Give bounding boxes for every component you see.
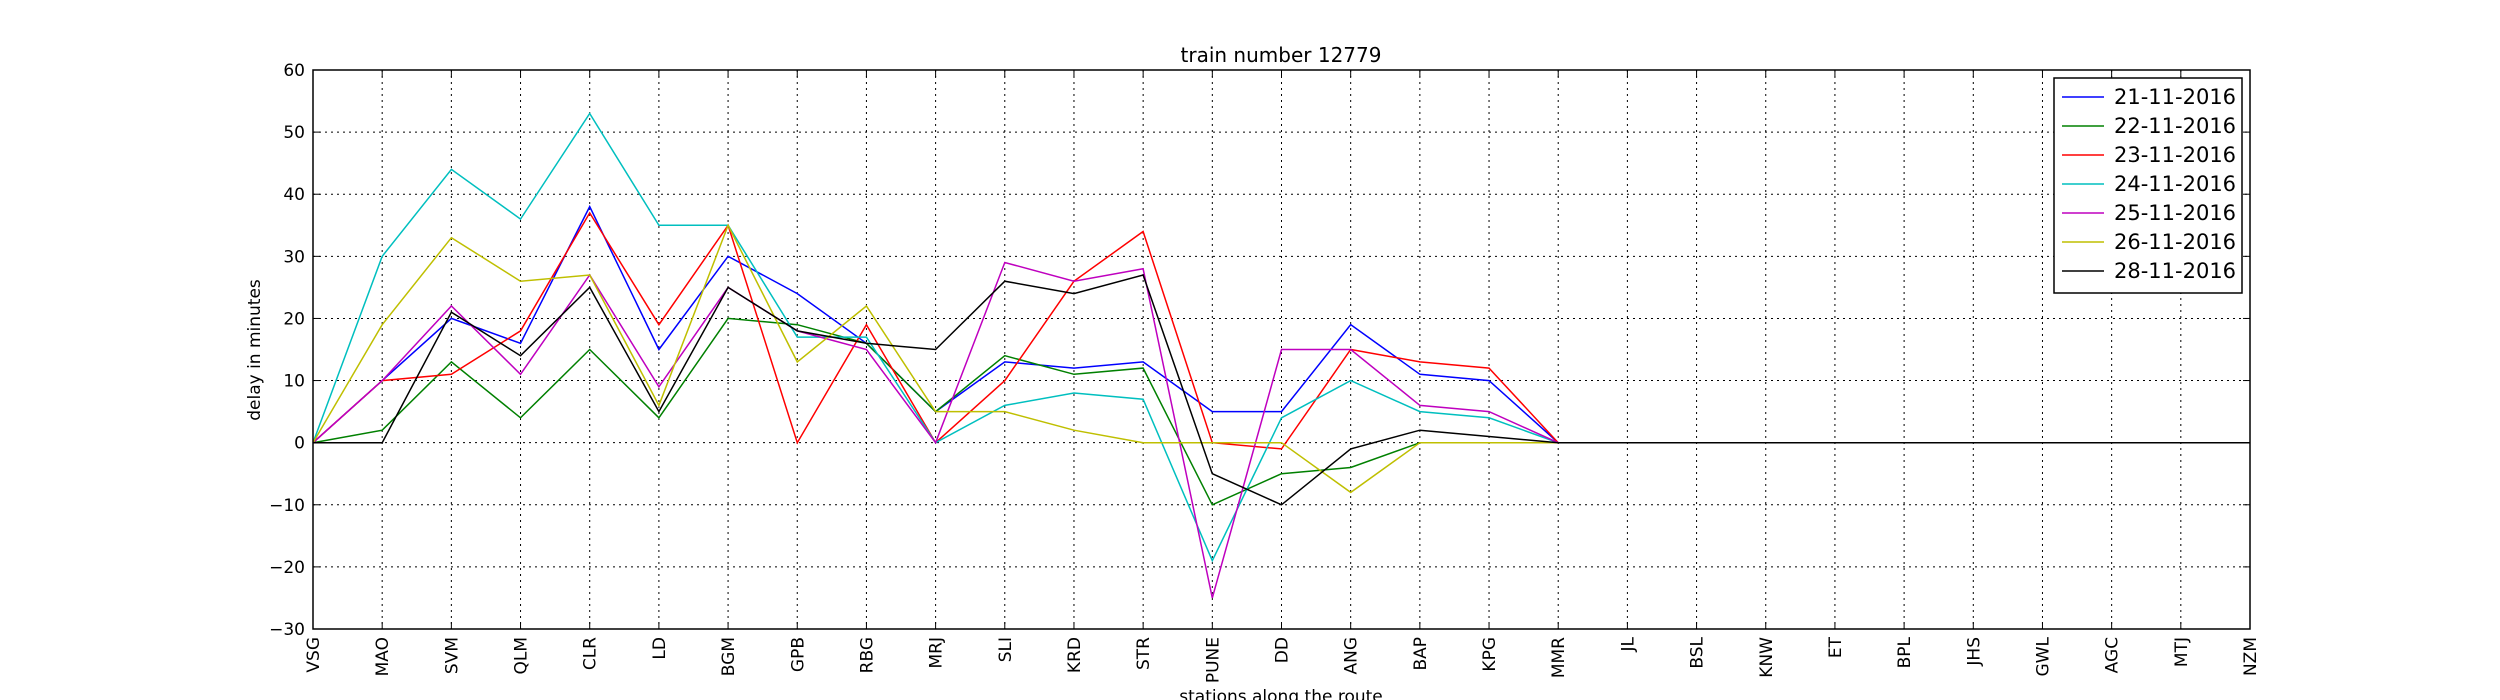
x-tick-label: RBG	[857, 637, 877, 673]
legend: 21-11-2016 22-11-2016 23-11-2016 24-11-2016…	[2053, 77, 2243, 294]
x-tick-label: STR	[1134, 637, 1154, 670]
y-tick-label: 50	[283, 123, 305, 143]
x-tick-label: AGC	[2103, 637, 2123, 673]
y-tick-label: 20	[283, 309, 305, 329]
y-axis-label: delay in minutes	[245, 279, 265, 421]
x-tick-label: VSG	[304, 637, 324, 673]
y-axis: −30 −20 −10 0 10 20 30 40 50 60	[269, 61, 2250, 640]
y-tick-label: 0	[294, 434, 305, 454]
x-tick-label: MMR	[1549, 637, 1569, 678]
x-tick-label: MTJ	[2172, 637, 2192, 667]
x-tick-label: PUNE	[1203, 637, 1223, 683]
x-tick-label: SLI	[996, 637, 1016, 662]
y-tick-label: 60	[283, 61, 305, 81]
legend-label: 22-11-2016	[2114, 114, 2236, 138]
y-tick-label: −30	[269, 620, 305, 640]
x-tick-label: BAP	[1411, 637, 1431, 671]
y-tick-label: 30	[283, 247, 305, 267]
x-tick-label: BSL	[1688, 636, 1708, 668]
x-tick-label: MAO	[373, 637, 393, 676]
x-tick-label: SVM	[442, 637, 462, 674]
legend-label: 24-11-2016	[2114, 172, 2236, 196]
y-tick-label: −10	[269, 496, 305, 516]
legend-label: 25-11-2016	[2114, 201, 2236, 225]
x-tick-label: QLM	[512, 637, 532, 675]
y-tick-label: 10	[283, 372, 305, 392]
legend-label: 21-11-2016	[2114, 85, 2236, 109]
x-tick-label: BGM	[719, 637, 739, 676]
x-tick-label: MRJ	[927, 637, 947, 669]
x-tick-label: NZM	[2241, 637, 2261, 676]
x-tick-label: DD	[1273, 637, 1293, 663]
y-tick-label: −20	[269, 558, 305, 578]
chart-title: train number 12779	[1181, 43, 1382, 67]
x-tick-label: KRD	[1065, 637, 1085, 673]
series-line-28-11-2016	[313, 274, 2250, 506]
x-tick-label: GPB	[788, 637, 808, 672]
series-lines	[312, 112, 2250, 599]
x-tick-label: JL	[1618, 636, 1638, 652]
x-tick-label: BPL	[1895, 636, 1915, 668]
legend-box	[2053, 77, 2243, 294]
x-tick-label: CLR	[581, 637, 601, 670]
x-axis-label: stations along the route	[1179, 687, 1383, 700]
x-tick-label: KNW	[1757, 637, 1777, 678]
legend-label: 26-11-2016	[2114, 230, 2236, 254]
x-tick-label: ANG	[1342, 637, 1362, 675]
legend-label: 23-11-2016	[2114, 143, 2236, 167]
legend-label: 28-11-2016	[2114, 259, 2236, 283]
x-tick-label: KPG	[1480, 637, 1500, 672]
x-tick-label: LD	[650, 637, 670, 660]
x-tick-label: JHS	[1964, 637, 1984, 667]
x-tick-label: ET	[1826, 636, 1846, 658]
y-tick-label: 40	[283, 185, 305, 205]
x-axis: VSG MAO SVM QLM CLR LD BGM GPB RBG MRJ SLI KRD STR PU…	[304, 70, 2261, 683]
x-tick-label: GWL	[2033, 636, 2053, 676]
